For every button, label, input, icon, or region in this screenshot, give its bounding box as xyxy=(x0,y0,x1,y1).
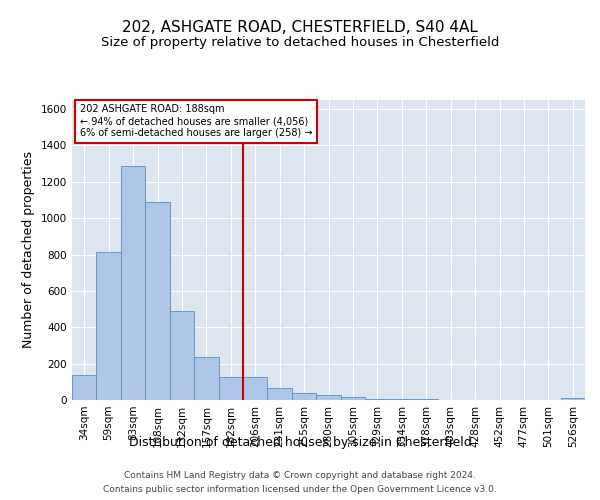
Bar xyxy=(194,356,218,400)
Bar xyxy=(316,395,341,400)
Bar xyxy=(145,202,170,400)
Bar xyxy=(97,252,121,400)
Bar xyxy=(170,311,194,400)
Bar xyxy=(243,378,268,400)
Text: Contains public sector information licensed under the Open Government Licence v3: Contains public sector information licen… xyxy=(103,484,497,494)
Bar xyxy=(121,166,145,400)
Bar xyxy=(414,398,439,400)
Bar xyxy=(72,374,97,400)
Bar xyxy=(560,398,585,400)
Bar xyxy=(268,388,292,400)
Bar xyxy=(389,398,414,400)
Text: Contains HM Land Registry data © Crown copyright and database right 2024.: Contains HM Land Registry data © Crown c… xyxy=(124,472,476,480)
Bar xyxy=(365,398,389,400)
Text: Distribution of detached houses by size in Chesterfield: Distribution of detached houses by size … xyxy=(128,436,472,449)
Bar xyxy=(341,398,365,400)
Text: Size of property relative to detached houses in Chesterfield: Size of property relative to detached ho… xyxy=(101,36,499,49)
Y-axis label: Number of detached properties: Number of detached properties xyxy=(22,152,35,348)
Text: 202 ASHGATE ROAD: 188sqm
← 94% of detached houses are smaller (4,056)
6% of semi: 202 ASHGATE ROAD: 188sqm ← 94% of detach… xyxy=(80,104,312,138)
Text: 202, ASHGATE ROAD, CHESTERFIELD, S40 4AL: 202, ASHGATE ROAD, CHESTERFIELD, S40 4AL xyxy=(122,20,478,35)
Bar xyxy=(292,393,316,400)
Bar xyxy=(218,378,243,400)
